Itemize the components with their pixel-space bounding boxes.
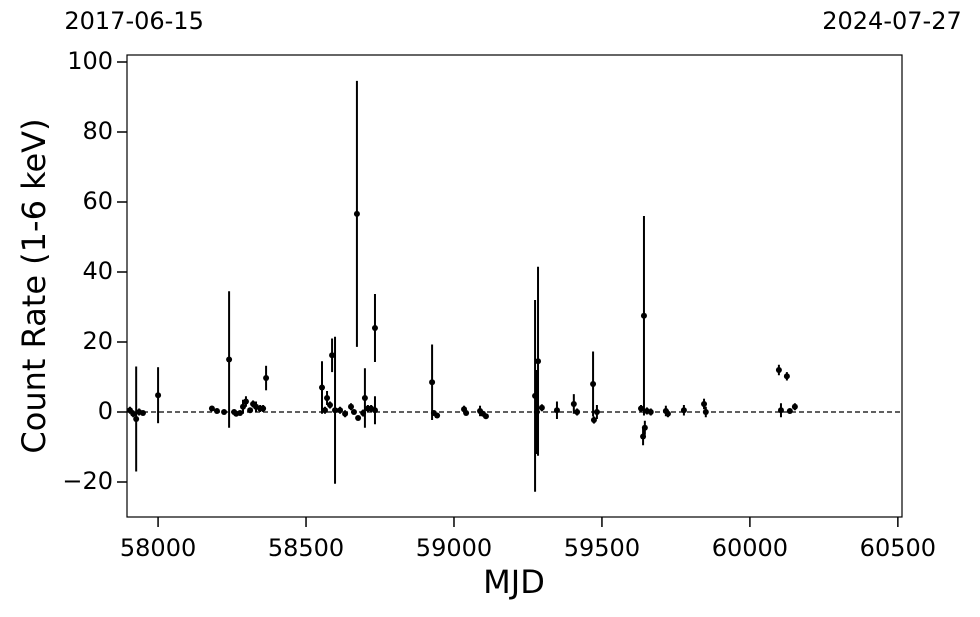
data-point <box>783 373 790 380</box>
data-point <box>702 409 709 415</box>
data-point <box>434 412 441 419</box>
data-point <box>155 392 162 399</box>
data-point <box>361 395 368 401</box>
data-point <box>574 409 581 415</box>
data-point <box>553 407 560 414</box>
y-tick-label: 40 <box>82 257 113 285</box>
data-point <box>538 404 545 411</box>
data-point <box>130 410 137 417</box>
data-point <box>463 410 470 417</box>
data-point <box>326 402 333 408</box>
data-point <box>535 358 542 365</box>
data-point <box>237 410 244 417</box>
data-point <box>590 417 597 424</box>
data-point <box>791 403 798 410</box>
y-tick-label: 80 <box>82 117 113 145</box>
data-point <box>593 409 600 415</box>
data-point <box>239 403 246 410</box>
data-point <box>371 407 378 414</box>
data-point <box>260 405 267 412</box>
data-point <box>139 410 146 417</box>
data-point <box>590 381 597 387</box>
x-tick-label: 60500 <box>860 534 936 562</box>
x-tick-label: 58500 <box>268 534 344 562</box>
data-point <box>337 407 344 414</box>
plot-frame <box>126 54 903 518</box>
top-date-label: 2024-07-27 <box>822 7 961 35</box>
data-point <box>213 407 220 414</box>
data-point <box>429 379 436 386</box>
data-point <box>348 403 355 410</box>
y-tick-label: 20 <box>82 327 113 355</box>
data-point <box>482 413 489 420</box>
data-point <box>786 407 793 414</box>
data-point <box>321 407 328 414</box>
data-point <box>777 407 784 414</box>
data-point <box>570 400 577 407</box>
x-tick-label: 60000 <box>712 534 788 562</box>
data-point <box>133 416 140 422</box>
data-point <box>664 410 671 417</box>
data-point <box>263 375 270 382</box>
x-axis-label: MJD <box>483 563 545 601</box>
y-axis-label: Count Rate (1-6 keV) <box>15 118 53 453</box>
data-point <box>680 407 687 414</box>
data-point <box>701 400 708 407</box>
data-point <box>329 352 336 359</box>
data-point <box>319 384 326 391</box>
data-point <box>242 398 249 405</box>
data-point <box>208 405 215 412</box>
y-tick-label: 100 <box>67 47 113 75</box>
data-point <box>350 409 357 415</box>
data-point <box>247 407 254 414</box>
data-point <box>355 414 362 421</box>
y-tick-label: −20 <box>62 467 113 495</box>
data-point <box>353 210 360 217</box>
data-point <box>640 433 647 440</box>
y-tick-label: 60 <box>82 187 113 215</box>
data-point <box>226 356 233 363</box>
data-point <box>775 367 782 373</box>
data-point <box>221 409 228 415</box>
x-tick-label: 58000 <box>120 534 196 562</box>
data-point <box>342 410 349 417</box>
top-date-label: 2017-06-15 <box>64 7 203 35</box>
x-tick-label: 59000 <box>416 534 492 562</box>
data-point <box>640 312 647 319</box>
data-point <box>641 424 648 431</box>
data-point <box>324 395 331 401</box>
data-point <box>371 325 378 331</box>
data-point <box>332 407 339 414</box>
data-point <box>638 405 645 412</box>
x-tick-label: 59500 <box>564 534 640 562</box>
y-tick-label: 0 <box>98 397 113 425</box>
data-point <box>647 409 654 415</box>
